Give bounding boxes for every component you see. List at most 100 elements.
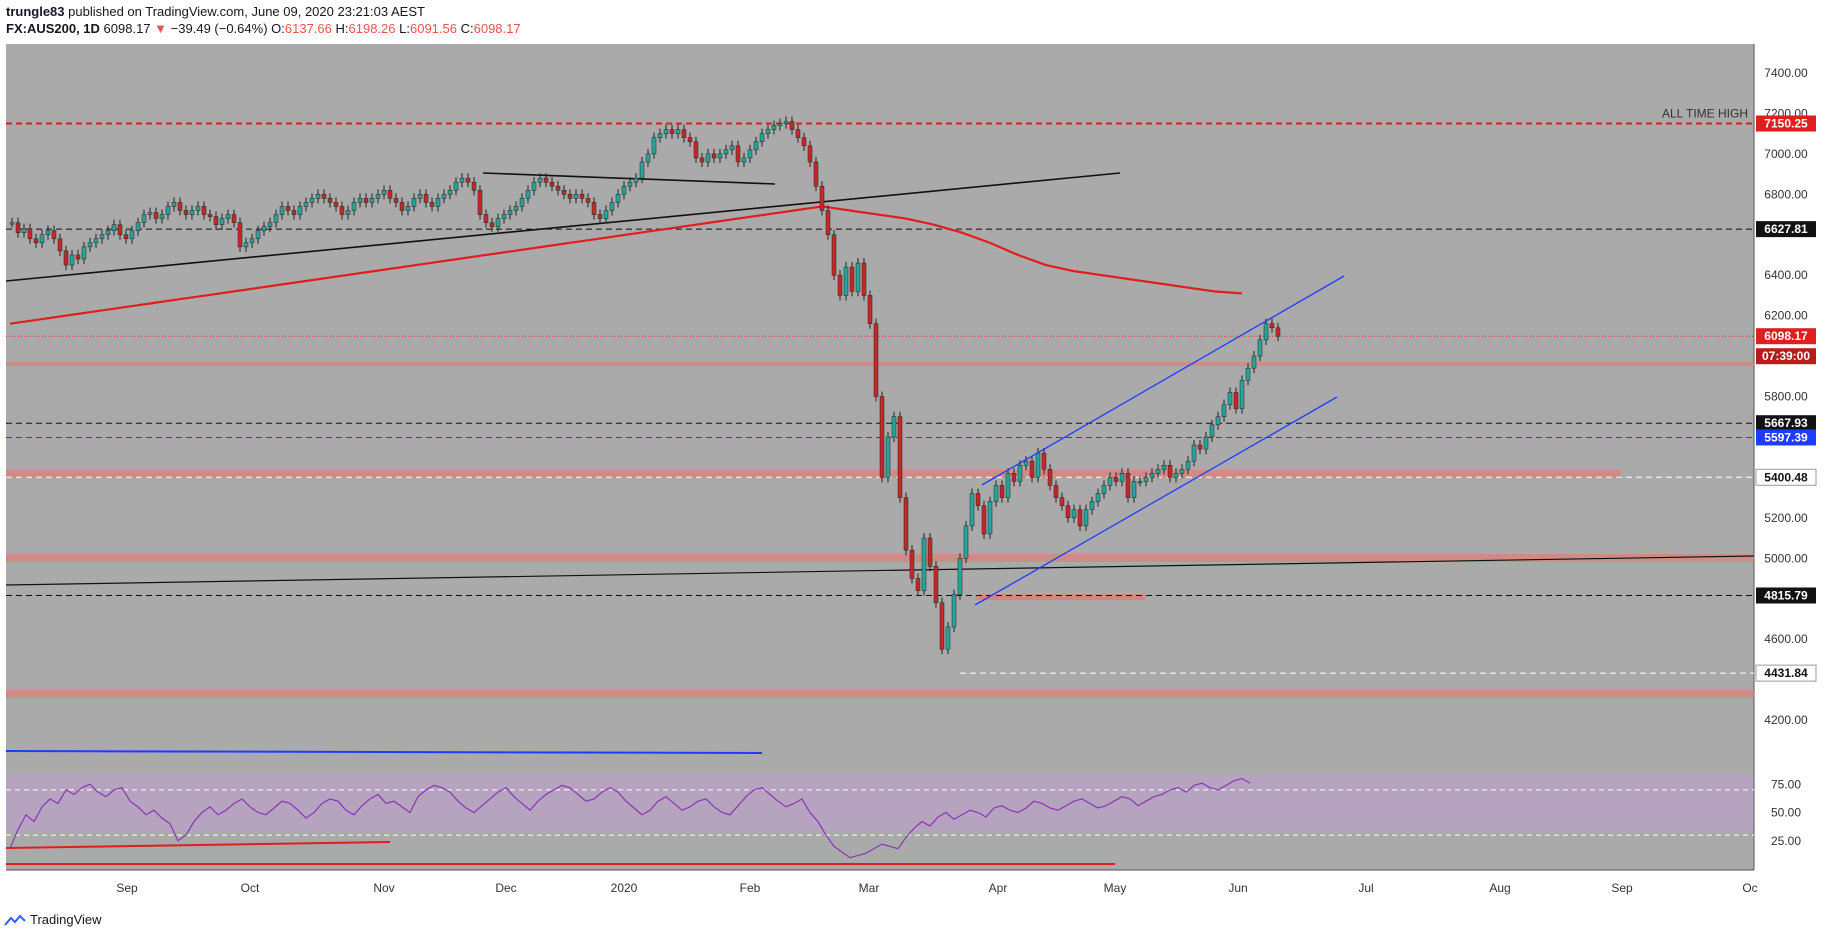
time-tick-label: Jun bbox=[1228, 881, 1247, 895]
candle-body bbox=[435, 198, 441, 207]
candle-body bbox=[1191, 444, 1197, 462]
price-tag-bg-5 bbox=[1755, 468, 1817, 486]
price-channel bbox=[974, 275, 1345, 606]
price-tag-bg-2 bbox=[1756, 328, 1816, 345]
candle-body bbox=[399, 202, 405, 211]
candle-body bbox=[57, 238, 63, 252]
candle-body bbox=[453, 181, 459, 191]
candle-body bbox=[1215, 416, 1221, 426]
candle-body bbox=[87, 242, 93, 248]
candle-body bbox=[669, 129, 675, 134]
candle-body bbox=[501, 214, 507, 219]
candle-body bbox=[255, 230, 261, 240]
low-label: L: bbox=[399, 21, 410, 36]
candle-body bbox=[249, 238, 255, 244]
price-tags: 7150.25 ALL TIME HIGH 6627.81 6098.17 5667.9… bbox=[1662, 106, 1817, 682]
candle-body bbox=[231, 214, 237, 223]
candle-body bbox=[999, 485, 1005, 498]
candle-body bbox=[99, 234, 105, 240]
candle-body bbox=[939, 602, 945, 650]
candle-body bbox=[465, 177, 471, 183]
candle-body bbox=[189, 210, 195, 215]
candle-body bbox=[39, 234, 45, 244]
candle-body bbox=[927, 537, 933, 567]
candle-body bbox=[609, 202, 615, 211]
price-tick-label: 4200.00 bbox=[1764, 713, 1808, 727]
candle-body bbox=[1203, 436, 1209, 450]
candle-body bbox=[633, 177, 639, 183]
candle-body bbox=[1047, 469, 1053, 486]
symbol-label[interactable]: FX:AUS200, 1D bbox=[6, 21, 100, 36]
candle-body bbox=[741, 157, 747, 163]
long-support-line bbox=[5, 555, 1755, 586]
candle-body bbox=[1017, 464, 1023, 482]
rsi-axis: 25.00 50.00 75.00 bbox=[1771, 777, 1801, 848]
top-trendline bbox=[482, 172, 776, 185]
candle-body bbox=[405, 206, 411, 211]
candle-body bbox=[1185, 460, 1191, 470]
price-tick-label: 7000.00 bbox=[1764, 147, 1808, 161]
candle-body bbox=[705, 153, 711, 163]
price-tick-label: 4600.00 bbox=[1764, 632, 1808, 646]
candle-body bbox=[105, 230, 111, 236]
candle-body bbox=[615, 194, 621, 203]
candle-body bbox=[1035, 452, 1041, 478]
price-tag-bg-4 bbox=[1756, 429, 1816, 446]
candle-body bbox=[111, 224, 117, 231]
candle-body bbox=[687, 137, 693, 142]
footer-brand[interactable]: TradingView bbox=[4, 912, 102, 927]
moving-average bbox=[9, 205, 1243, 325]
candle-body bbox=[1101, 485, 1107, 494]
candle-body bbox=[321, 194, 327, 199]
candle-body bbox=[267, 222, 273, 227]
candle-body bbox=[1269, 323, 1275, 329]
candle-body bbox=[759, 133, 765, 142]
rsi-top-trendline bbox=[5, 750, 763, 754]
candle-body bbox=[657, 133, 663, 138]
candle-body bbox=[1161, 464, 1167, 470]
candle-body bbox=[45, 230, 51, 236]
trend-lines bbox=[5, 172, 1755, 586]
candle-body bbox=[423, 194, 429, 203]
candle-body bbox=[747, 149, 753, 159]
candle-body bbox=[1119, 473, 1125, 482]
candle-body bbox=[723, 149, 729, 155]
rising-trendline bbox=[5, 172, 1121, 282]
author-name[interactable]: trungle83 bbox=[6, 4, 65, 19]
countdown-bg bbox=[1756, 348, 1816, 365]
candle-body bbox=[75, 254, 81, 260]
candle-body bbox=[903, 497, 909, 551]
candle-body bbox=[957, 558, 963, 595]
candle-body bbox=[1005, 473, 1011, 498]
candle-body bbox=[651, 137, 657, 155]
candle-body bbox=[1077, 509, 1083, 527]
candle-body bbox=[279, 206, 285, 215]
candle-body bbox=[813, 161, 819, 187]
price-tag-bg-7 bbox=[1755, 664, 1817, 682]
candle-body bbox=[195, 206, 201, 211]
candle-body bbox=[1065, 505, 1071, 519]
candle-body bbox=[333, 202, 339, 207]
candle-body bbox=[825, 210, 831, 236]
zone-small-b bbox=[975, 596, 1145, 600]
rsi-line bbox=[9, 777, 1251, 859]
candle-body bbox=[1245, 367, 1251, 381]
candle-body bbox=[963, 525, 969, 559]
tradingview-logo-icon bbox=[4, 914, 26, 926]
candle-body bbox=[27, 228, 33, 240]
candle-body bbox=[375, 194, 381, 199]
low-value: 6091.56 bbox=[409, 21, 457, 36]
candle-body bbox=[351, 202, 357, 211]
candle-body bbox=[507, 210, 513, 215]
candle-body bbox=[879, 396, 885, 478]
price-tag-6: 4815.79 bbox=[1764, 588, 1808, 602]
candle-body bbox=[363, 198, 369, 203]
candle-body bbox=[393, 198, 399, 203]
candle-body bbox=[1137, 481, 1143, 484]
price-chart[interactable]: 4200.004600.004800.005000.005200.005400.… bbox=[0, 0, 1828, 910]
price-tag-bg-6 bbox=[1756, 587, 1816, 604]
candle-body bbox=[1167, 464, 1173, 478]
price-tick-label: 5200.00 bbox=[1764, 511, 1808, 525]
candle-body bbox=[1023, 460, 1029, 466]
close-label: C: bbox=[460, 21, 474, 36]
